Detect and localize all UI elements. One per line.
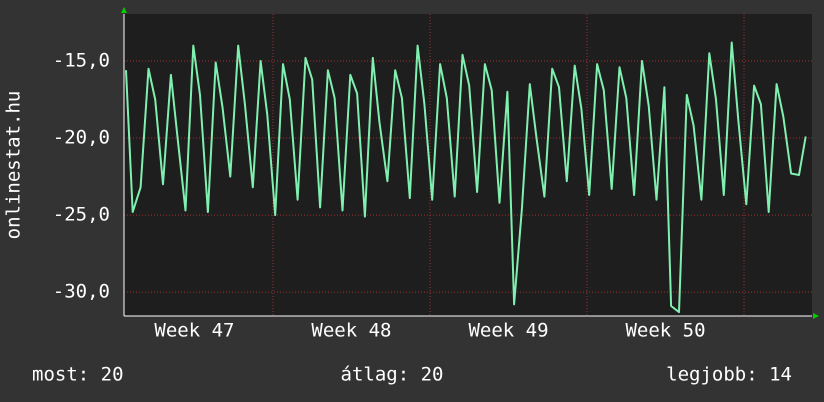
footer-average: átlag: 20 (341, 364, 444, 386)
y-arrow (121, 7, 127, 13)
x-tick-label: Week 48 (311, 320, 391, 342)
y-tick-label: -20,0 (53, 127, 110, 149)
x-tick-label: Week 50 (625, 320, 705, 342)
footer-current: most: 20 (32, 364, 124, 386)
y-axis-label: onlinestat.hu (3, 91, 25, 240)
footer-best: legjobb: 14 (666, 364, 792, 386)
x-tick-label: Week 49 (468, 320, 548, 342)
y-tick-label: -30,0 (53, 281, 110, 303)
y-tick-label: -25,0 (53, 204, 110, 226)
x-tick-label: Week 47 (154, 320, 234, 342)
y-tick-label: -15,0 (53, 49, 110, 71)
x-arrow (813, 313, 819, 319)
data-line (125, 41, 807, 314)
